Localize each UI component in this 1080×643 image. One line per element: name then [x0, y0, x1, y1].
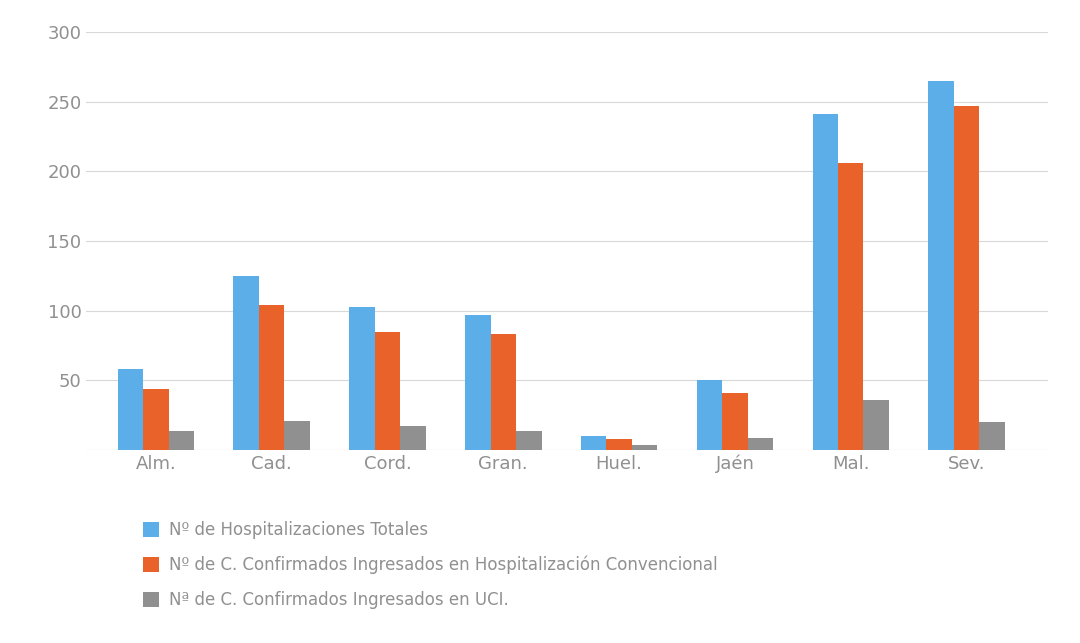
Bar — [259, 305, 284, 450]
Bar — [401, 426, 426, 450]
Legend: Nº de Hospitalizaciones Totales, Nº de C. Confirmados Ingresados en Hospitalizac: Nº de Hospitalizaciones Totales, Nº de C… — [143, 521, 718, 609]
Bar — [144, 389, 168, 450]
Bar — [233, 276, 259, 450]
Bar — [980, 422, 1004, 450]
Bar — [118, 369, 144, 450]
Bar — [697, 381, 723, 450]
Bar — [168, 431, 194, 450]
Bar — [838, 163, 864, 450]
Bar — [490, 334, 516, 450]
Bar — [465, 315, 490, 450]
Bar — [812, 114, 838, 450]
Bar — [747, 437, 773, 450]
Bar — [284, 421, 310, 450]
Bar — [516, 431, 541, 450]
Bar — [606, 439, 632, 450]
Bar — [954, 106, 980, 450]
Bar — [929, 81, 954, 450]
Bar — [864, 400, 889, 450]
Bar — [375, 332, 401, 450]
Bar — [632, 444, 658, 450]
Bar — [581, 436, 606, 450]
Bar — [723, 393, 747, 450]
Bar — [349, 307, 375, 450]
